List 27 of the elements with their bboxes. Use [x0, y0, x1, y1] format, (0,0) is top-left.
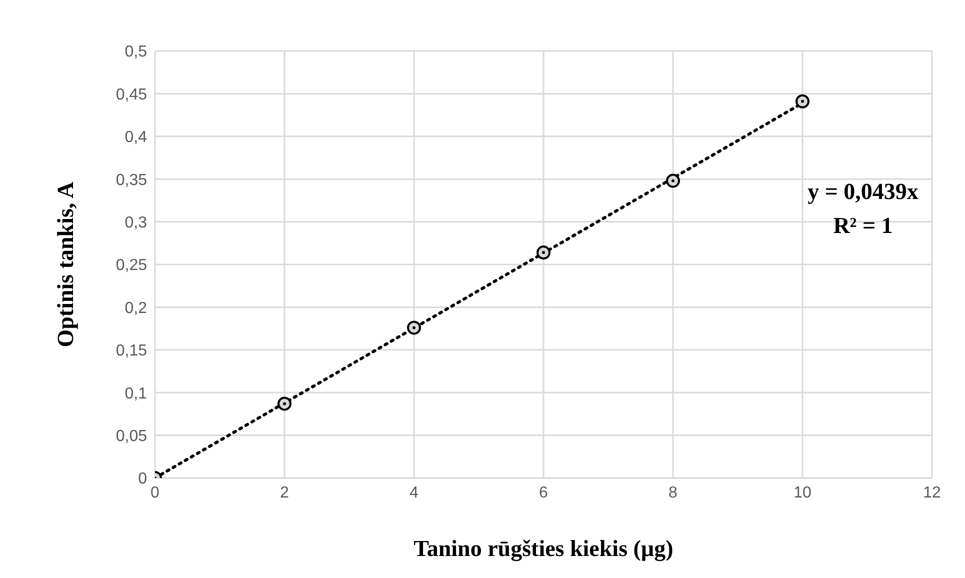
- y-tick-label: 0,25: [116, 257, 148, 274]
- x-tick-label: 4: [410, 484, 419, 502]
- y-tick-label: 0,1: [124, 385, 148, 402]
- y-tick-label: 0,45: [116, 86, 148, 104]
- y-tick-label: 0,3: [124, 214, 148, 232]
- y-axis-title: Optinis tankis, A: [53, 181, 78, 348]
- point: [796, 94, 810, 108]
- y-tick-label: 0,5: [124, 44, 148, 61]
- y-tick-label: 0,4: [124, 129, 148, 146]
- point: [666, 174, 680, 188]
- point: [407, 320, 421, 335]
- annotation: R² = 1: [833, 213, 893, 238]
- x-axis-title: Tanino rūgšties kiekis (µg): [414, 536, 674, 562]
- y-tick-label: 0,05: [116, 428, 148, 445]
- x-tick-label: 8: [668, 484, 678, 502]
- point: [278, 396, 292, 411]
- y-tick-label: 0: [138, 470, 148, 488]
- y-tick-label: 0,2: [124, 300, 148, 317]
- x-tick-label: 6: [539, 484, 548, 502]
- x-tick-label: 10: [794, 484, 812, 502]
- y-tick-label: 0,35: [116, 172, 148, 189]
- annotation: y = 0,0439x: [808, 179, 919, 204]
- point: [536, 246, 550, 260]
- x-tick-label: 2: [280, 484, 290, 502]
- x-tick-label: 12: [923, 484, 941, 502]
- y-tick-label: 0,15: [116, 342, 148, 360]
- x-tick-label: 0: [150, 484, 160, 502]
